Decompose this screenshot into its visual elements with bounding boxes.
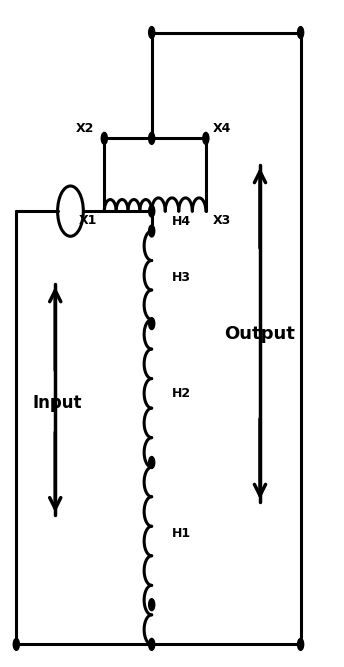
Circle shape <box>149 27 155 39</box>
Text: X3: X3 <box>213 214 231 227</box>
Text: H4: H4 <box>172 215 191 227</box>
Text: X4: X4 <box>213 122 231 135</box>
Circle shape <box>101 133 107 144</box>
Text: X1: X1 <box>79 214 98 227</box>
Circle shape <box>203 133 209 144</box>
Text: Input: Input <box>32 394 82 412</box>
Circle shape <box>149 599 155 611</box>
Circle shape <box>298 638 304 650</box>
Circle shape <box>149 317 155 329</box>
Text: X2: X2 <box>76 122 94 135</box>
Text: H2: H2 <box>172 387 191 400</box>
Circle shape <box>149 205 155 217</box>
Circle shape <box>13 638 19 650</box>
Circle shape <box>149 225 155 237</box>
Text: H1: H1 <box>172 527 191 540</box>
Text: Output: Output <box>225 325 295 342</box>
Text: H3: H3 <box>172 271 191 283</box>
Circle shape <box>298 27 304 39</box>
Circle shape <box>149 638 155 650</box>
Circle shape <box>149 133 155 144</box>
Circle shape <box>149 456 155 468</box>
